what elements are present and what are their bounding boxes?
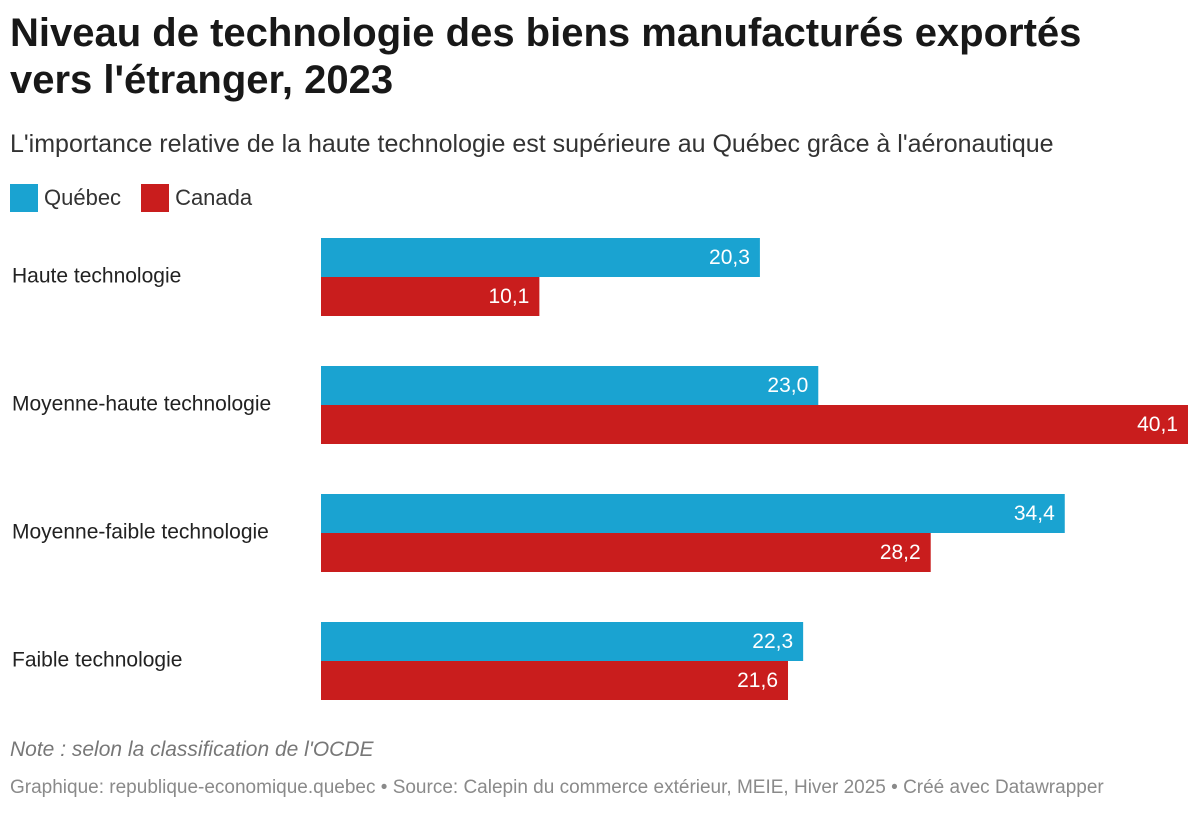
value-label-quebec-faible-technologie: 22,3	[752, 630, 793, 653]
chart-subtitle: L'importance relative de la haute techno…	[10, 130, 1054, 158]
legend-swatch-quebec	[10, 184, 38, 212]
bar-quebec-haute-technologie	[321, 238, 760, 277]
bar-canada-moyenne-faible-technologie	[321, 533, 931, 572]
legend-label-quebec: Québec	[44, 185, 122, 210]
legend-label-canada: Canada	[175, 185, 253, 210]
value-label-canada-moyenne-faible-technologie: 28,2	[880, 541, 921, 564]
bar-quebec-moyenne-faible-technologie	[321, 494, 1065, 533]
legend: Québec Canada	[10, 184, 272, 212]
value-label-quebec-moyenne-faible-technologie: 34,4	[1014, 502, 1055, 525]
legend-swatch-canada	[141, 184, 170, 212]
chart-title: Niveau de technologie des biens manufact…	[10, 11, 1082, 102]
legend-item-quebec: Québec	[10, 184, 121, 212]
legend-item-canada: Canada	[141, 184, 252, 212]
category-label-moyenne-haute-technologie: Moyenne-haute technologie	[12, 393, 271, 416]
category-label-faible-technologie: Faible technologie	[12, 649, 182, 672]
chart-note: Note : selon la classification de l'OCDE	[10, 738, 374, 761]
bar-quebec-moyenne-haute-technologie	[321, 366, 819, 405]
value-label-quebec-moyenne-haute-technologie: 23,0	[767, 374, 808, 397]
bar-quebec-faible-technologie	[321, 622, 804, 661]
category-label-haute-technologie: Haute technologie	[12, 265, 181, 288]
value-label-canada-moyenne-haute-technologie: 40,1	[1137, 413, 1178, 436]
bar-chart: Haute technologie 20,3 10,1 Moyenne-haute t…	[12, 238, 1188, 700]
value-label-canada-faible-technologie: 21,6	[737, 669, 778, 692]
bar-canada-moyenne-haute-technologie	[321, 405, 1188, 444]
chart-footer: Graphique: republique-economique.quebec …	[10, 777, 1104, 798]
value-label-quebec-haute-technologie: 20,3	[709, 246, 750, 269]
bar-canada-faible-technologie	[321, 661, 789, 700]
category-label-moyenne-faible-technologie: Moyenne-faible technologie	[12, 521, 269, 544]
value-label-canada-haute-technologie: 10,1	[488, 285, 529, 308]
bar-canada-haute-technologie	[321, 277, 540, 316]
